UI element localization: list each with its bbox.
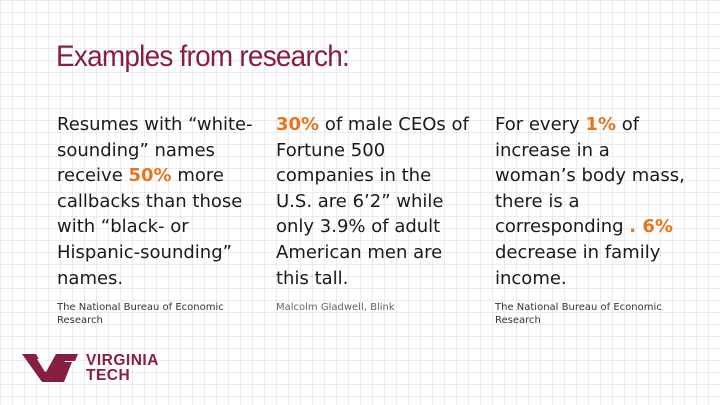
fact-text-part: more callbacks than those with “black- o…: [57, 165, 243, 289]
fact-text-part: of increase in a woman’s body mass, ther…: [495, 114, 685, 238]
highlight-percent: 30%: [276, 114, 320, 135]
highlight-percent: 1%: [585, 114, 616, 135]
highlight-percent: . 6%: [629, 216, 673, 238]
fact-text-part: decrease in family income.: [495, 241, 661, 289]
logo-wordmark: VIRGINIA TECH: [86, 352, 159, 384]
source-citation: The National Bureau of Economic Research: [495, 302, 662, 327]
logo-line-virginia: VIRGINIA: [86, 352, 159, 369]
fact-text: For every 1% of increase in a woman’s bo…: [495, 112, 691, 291]
source-citation: The National Bureau of Economic Research: [57, 302, 224, 327]
slide-title: Examples from research:: [56, 40, 350, 73]
logo-line-tech: TECH: [86, 367, 131, 384]
fact-text: 30% of male CEOs of Fortune 500 companie…: [276, 112, 472, 291]
virginia-tech-logo: VIRGINIA TECH: [20, 350, 159, 386]
source-citation: Malcolm Gladwell, Blink: [276, 302, 395, 314]
fact-column-callbacks: Resumes with “white-sounding” names rece…: [57, 112, 253, 327]
fact-column-ceo-height: 30% of male CEOs of Fortune 500 companie…: [276, 112, 472, 314]
fact-text-part: For every: [495, 114, 586, 135]
fact-text: Resumes with “white-sounding” names rece…: [57, 112, 253, 291]
fact-text-part: Resumes with “white-sounding” names rece…: [57, 114, 253, 187]
fact-column-body-mass: For every 1% of increase in a woman’s bo…: [495, 112, 691, 327]
vt-logo-icon: [22, 354, 78, 382]
fact-text-part: of male CEOs of Fortune 500 companies in…: [276, 114, 469, 289]
highlight-percent: 50%: [128, 165, 172, 187]
